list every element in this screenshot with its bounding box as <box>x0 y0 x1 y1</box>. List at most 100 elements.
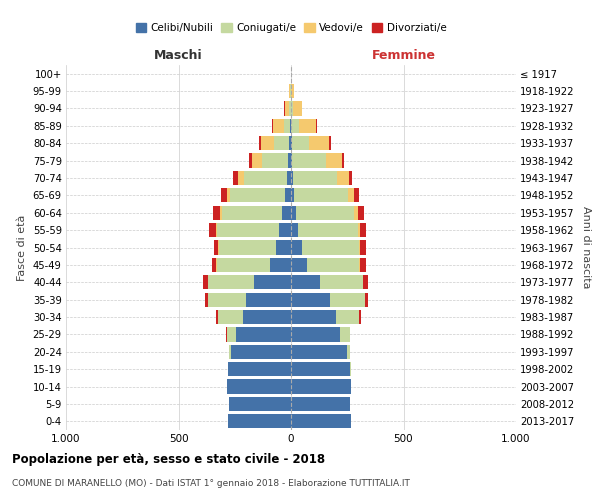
Bar <box>293 171 337 185</box>
Bar <box>218 240 219 254</box>
Bar <box>326 154 342 168</box>
Text: Maschi: Maschi <box>154 48 203 62</box>
Bar <box>289 102 290 116</box>
Bar <box>292 136 310 150</box>
Bar <box>347 344 350 359</box>
Bar <box>293 102 302 116</box>
Text: COMUNE DI MARANELLO (MO) - Dati ISTAT 1° gennaio 2018 - Elaborazione TUTTITALIA.: COMUNE DI MARANELLO (MO) - Dati ISTAT 1°… <box>12 479 410 488</box>
Bar <box>229 344 232 359</box>
Bar <box>215 223 217 237</box>
Bar <box>213 206 220 220</box>
Bar <box>246 292 291 307</box>
Bar <box>287 171 291 185</box>
Bar <box>230 188 286 202</box>
Bar <box>292 84 294 98</box>
Y-axis label: Fasce di età: Fasce di età <box>17 214 27 280</box>
Bar <box>354 188 359 202</box>
Bar <box>291 397 349 411</box>
Bar <box>291 223 298 237</box>
Bar <box>320 275 363 289</box>
Bar <box>261 136 274 150</box>
Bar <box>359 310 361 324</box>
Bar <box>221 188 227 202</box>
Bar <box>205 292 208 307</box>
Bar <box>289 154 291 168</box>
Bar <box>316 118 317 133</box>
Bar <box>286 188 291 202</box>
Bar <box>217 223 278 237</box>
Bar <box>291 414 350 428</box>
Bar <box>330 292 365 307</box>
Bar <box>208 275 254 289</box>
Bar <box>227 188 230 202</box>
Bar <box>291 206 296 220</box>
Bar <box>359 223 367 237</box>
Bar <box>342 154 344 168</box>
Text: Femmine: Femmine <box>371 48 436 62</box>
Bar <box>273 118 284 133</box>
Bar <box>227 380 291 394</box>
Bar <box>282 206 291 220</box>
Bar <box>359 258 360 272</box>
Bar <box>337 171 349 185</box>
Bar <box>291 136 292 150</box>
Bar <box>217 258 269 272</box>
Bar <box>216 310 218 324</box>
Bar <box>291 310 335 324</box>
Bar <box>296 206 355 220</box>
Bar <box>262 154 289 168</box>
Bar <box>307 258 359 272</box>
Bar <box>212 258 217 272</box>
Bar <box>238 171 244 185</box>
Bar <box>360 258 366 272</box>
Bar <box>291 292 330 307</box>
Bar <box>358 206 364 220</box>
Bar <box>291 171 293 185</box>
Bar <box>289 84 290 98</box>
Bar <box>278 223 291 237</box>
Bar <box>291 344 347 359</box>
Bar <box>298 223 358 237</box>
Text: Popolazione per età, sesso e stato civile - 2018: Popolazione per età, sesso e stato civil… <box>12 452 325 466</box>
Bar <box>359 240 366 254</box>
Bar <box>340 328 350 342</box>
Bar <box>364 275 368 289</box>
Bar <box>214 240 218 254</box>
Bar <box>289 136 291 150</box>
Bar <box>274 136 289 150</box>
Bar <box>233 171 238 185</box>
Bar <box>284 118 290 133</box>
Bar <box>242 310 291 324</box>
Legend: Celibi/Nubili, Coniugati/e, Vedovi/e, Divorziati/e: Celibi/Nubili, Coniugati/e, Vedovi/e, Di… <box>131 19 451 38</box>
Bar <box>329 136 331 150</box>
Bar <box>294 188 348 202</box>
Bar <box>358 223 359 237</box>
Bar <box>291 328 340 342</box>
Bar <box>365 292 367 307</box>
Bar <box>310 136 329 150</box>
Bar <box>299 118 316 133</box>
Bar <box>291 258 307 272</box>
Bar <box>254 275 291 289</box>
Bar <box>269 258 291 272</box>
Bar <box>244 171 287 185</box>
Bar <box>259 136 261 150</box>
Bar <box>203 275 208 289</box>
Bar <box>222 206 282 220</box>
Bar <box>249 154 253 168</box>
Bar <box>229 397 291 411</box>
Bar <box>290 118 291 133</box>
Bar <box>291 188 294 202</box>
Bar <box>227 328 236 342</box>
Bar <box>302 240 359 254</box>
Bar <box>209 223 215 237</box>
Bar <box>350 362 351 376</box>
Bar <box>291 102 293 116</box>
Bar <box>291 154 292 168</box>
Bar <box>348 188 354 202</box>
Bar <box>277 240 291 254</box>
Bar <box>292 118 299 133</box>
Bar <box>291 362 350 376</box>
Bar <box>291 275 320 289</box>
Bar <box>285 102 289 116</box>
